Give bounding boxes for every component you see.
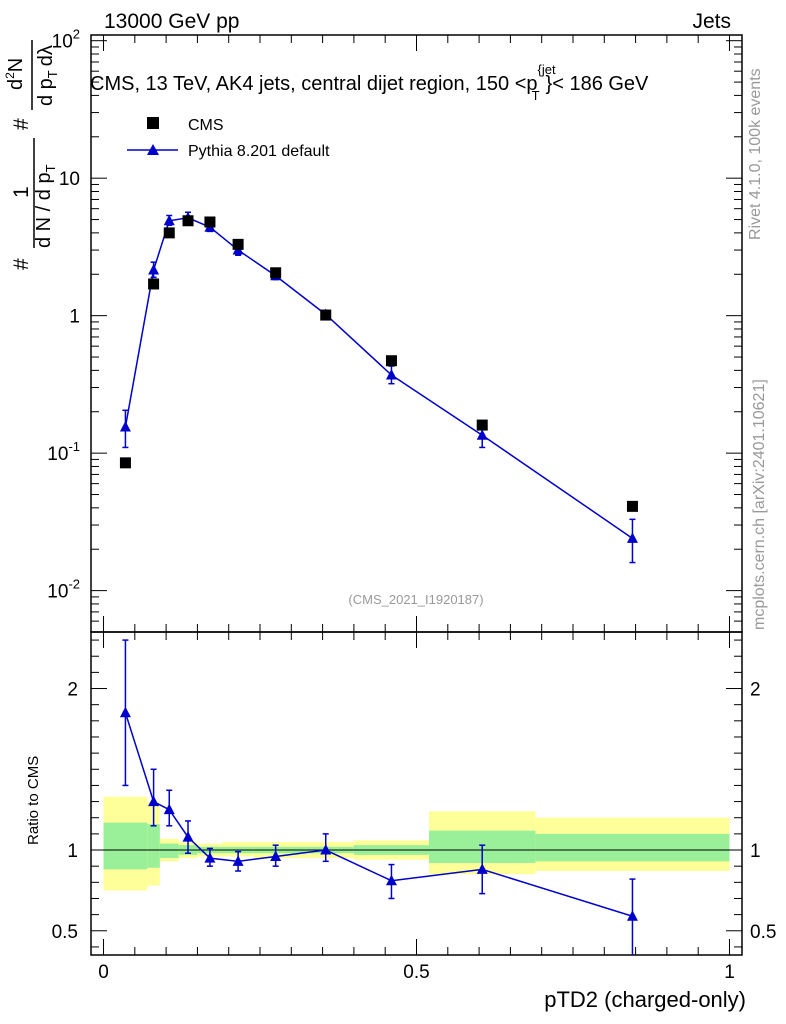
header-energy: 13000 GeV pp — [104, 10, 239, 33]
legend-cms-marker — [147, 117, 159, 129]
cms-point — [163, 227, 175, 239]
ratio-ytick-label-left: 0.5 — [52, 922, 78, 943]
rivet-version-text: Rivet 4.1.0, 100k events — [747, 68, 764, 240]
main-series — [119, 211, 638, 564]
band-inner-1 — [147, 824, 160, 868]
legend-cms-label: CMS — [188, 117, 224, 134]
main-ytick-label: 102 — [52, 27, 80, 53]
ratio-point — [232, 855, 244, 866]
ratio-point — [476, 863, 488, 874]
ratio-point — [148, 795, 160, 807]
main-ylabel: # 1 d N / d pT # d2N d pTdλ — [3, 40, 60, 270]
ratio-uncertainty-bands — [103, 796, 730, 891]
xtick-label: 0.5 — [403, 962, 429, 983]
plot-title-sub: T — [532, 88, 540, 103]
main-ytick-label: 10 — [59, 169, 80, 190]
cms-point — [232, 238, 244, 250]
ratio-ylabel: Ratio to CMS — [25, 756, 42, 845]
main-ytick-label: 1 — [69, 307, 80, 328]
ratio-ytick-label-left: 2 — [67, 680, 78, 701]
ylabel-hash: # — [10, 258, 33, 270]
ratio-ytick-label-left: 1 — [67, 841, 78, 862]
plot-title: CMS, 13 TeV, AK4 jets, central dijet reg… — [90, 62, 649, 103]
cms-point — [626, 500, 638, 512]
main-ytick-label: 10-2 — [47, 577, 80, 603]
plot-title-end: }< 186 GeV — [546, 73, 650, 95]
legend: CMS Pythia 8.201 default — [127, 117, 330, 160]
cms-point — [476, 419, 488, 431]
legend-mc-marker — [147, 144, 159, 155]
main-ytick-label: 10-1 — [47, 439, 80, 465]
band-inner-10 — [535, 833, 730, 862]
mc-point — [626, 532, 638, 543]
xtick-label: 1 — [724, 962, 735, 983]
cms-point — [119, 457, 131, 469]
ratio-point — [182, 831, 194, 842]
cms-point — [148, 278, 160, 290]
mc-line — [124, 217, 633, 539]
ratio-ytick-label-right: 0.5 — [750, 922, 776, 943]
cms-point — [204, 216, 216, 228]
ratio-point — [385, 874, 397, 886]
ratio-frame — [90, 631, 743, 956]
ratio-line — [124, 712, 633, 917]
ratio-point — [320, 844, 332, 855]
ylabel-frac2-num: d2N — [3, 58, 27, 90]
ratio-point — [270, 850, 282, 861]
cms-point — [182, 215, 194, 227]
plot-title-sup: {jet — [538, 62, 556, 77]
header-jets: Jets — [692, 10, 731, 33]
ratio-axes: 0.5 0.5 1 1 2 2 0 0.5 1 — [52, 631, 776, 983]
mcplots-source-text: mcplots.cern.ch [arXiv:2401.10621] — [751, 379, 768, 630]
x-axis-label: pTD2 (charged-only) — [544, 987, 746, 1012]
plot-title-main: CMS, 13 TeV, AK4 jets, central dijet reg… — [90, 73, 538, 95]
ratio-ytick-label-right: 2 — [750, 680, 761, 701]
ylabel-frac-den: d N / d pT — [33, 164, 58, 248]
mc-point — [476, 429, 488, 440]
mc-point — [163, 214, 175, 226]
cms-point — [270, 267, 282, 279]
mc-point — [385, 369, 397, 380]
cms-point — [385, 355, 397, 367]
ylabel-hash-2: # — [10, 118, 33, 130]
ratio-point — [163, 803, 175, 815]
legend-mc-label: Pythia 8.201 default — [188, 143, 330, 160]
ylabel-frac2-den: d pTdλ — [35, 45, 60, 106]
ratio-ytick-label-right: 1 — [750, 841, 761, 862]
mc-point — [119, 420, 131, 432]
ratio-point — [204, 852, 216, 863]
ratio-point — [119, 706, 131, 718]
ylabel-frac-num: 1 — [10, 186, 33, 198]
band-inner-0 — [103, 822, 148, 870]
ratio-point — [626, 910, 638, 921]
main-axes: 10-2 10-1 1 10 102 — [47, 27, 743, 633]
mc-point — [148, 263, 160, 275]
ratio-series — [119, 639, 638, 955]
analysis-id-text: (CMS_2021_I1920187) — [348, 592, 483, 607]
xtick-label: 0 — [98, 962, 109, 983]
band-inner-2 — [159, 843, 179, 859]
cms-point — [320, 309, 332, 321]
